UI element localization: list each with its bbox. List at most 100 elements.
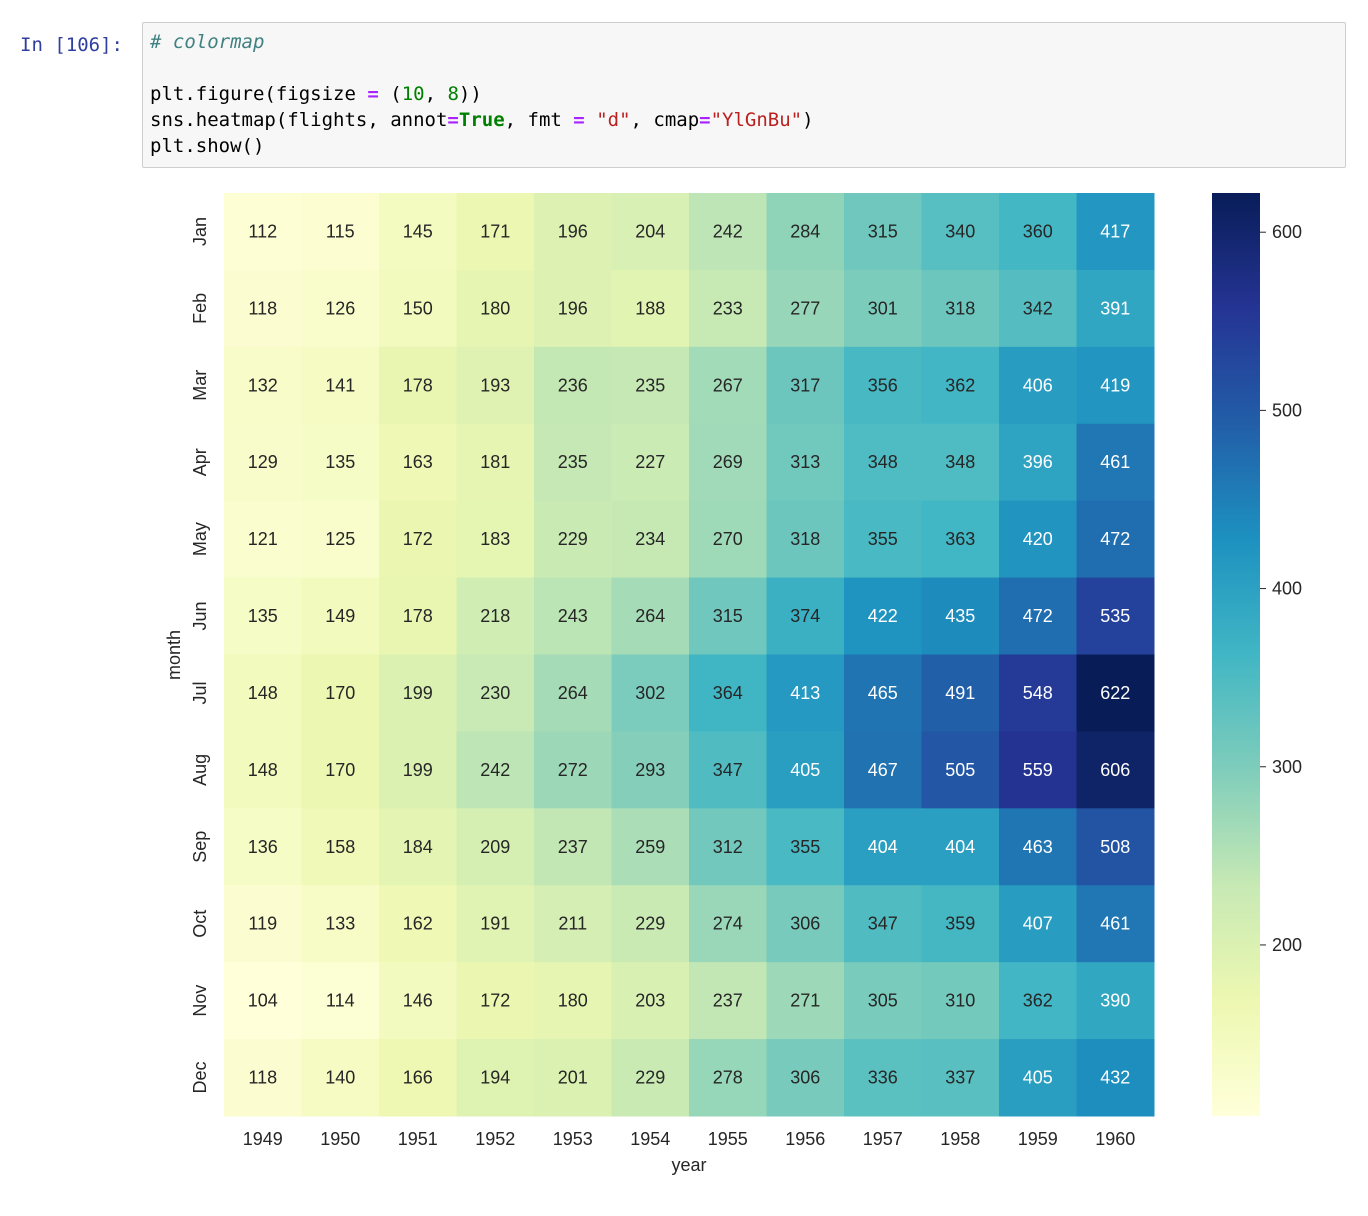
colorbar-tick-label: 200: [1272, 935, 1302, 955]
cell-annotation: 162: [403, 914, 433, 934]
cell-annotation: 505: [945, 760, 975, 780]
cell-annotation: 146: [403, 991, 433, 1011]
cell-annotation: 355: [868, 529, 898, 549]
heatmap-cell: [611, 500, 690, 579]
cell-annotation: 315: [868, 221, 898, 241]
heatmap-cell: [844, 577, 922, 655]
cell-annotation: 336: [868, 1068, 898, 1088]
cell-annotation: 348: [868, 452, 898, 472]
cell-annotation: 315: [713, 606, 743, 626]
cell-annotation: 313: [790, 452, 820, 472]
heatmap-cell: [689, 500, 767, 579]
y-tick-label: Dec: [190, 1062, 210, 1094]
cell-annotation: 180: [480, 298, 510, 318]
heatmap-cell: [611, 346, 690, 425]
code-cell[interactable]: # colormap plt.figure(figsize = (10, 8))…: [142, 22, 1346, 168]
cell-annotation: 264: [635, 606, 665, 626]
cell-annotation: 360: [1023, 221, 1053, 241]
x-tick-label: 1957: [863, 1129, 903, 1149]
cell-annotation: 126: [325, 298, 355, 318]
code-token: ): [802, 109, 814, 131]
x-tick-label: 1951: [398, 1129, 438, 1149]
cell-annotation: 112: [248, 221, 277, 241]
cell-annotation: 242: [713, 221, 743, 241]
cell-annotation: 461: [1100, 914, 1130, 934]
code-token: sns.heatmap(flights, annot: [150, 109, 448, 131]
heatmap-cell: [1076, 885, 1155, 963]
cell-annotation: 264: [558, 683, 588, 703]
heatmap-cell: [456, 193, 535, 271]
heatmap-cell: [456, 808, 535, 886]
colorbar-tick-label: 500: [1272, 400, 1302, 420]
heatmap-cell: [301, 885, 380, 963]
x-tick-label: 1953: [553, 1129, 593, 1149]
cell-annotation: 465: [868, 683, 898, 703]
heatmap-cell: [766, 808, 845, 886]
cell-annotation: 211: [558, 914, 587, 934]
cell-annotation: 422: [868, 606, 898, 626]
cell-annotation: 347: [868, 914, 898, 934]
cell-annotation: 199: [403, 683, 433, 703]
cell-annotation: 181: [480, 452, 510, 472]
cell-annotation: 230: [480, 683, 510, 703]
cell-annotation: 417: [1100, 221, 1130, 241]
cell-annotation: 178: [403, 606, 433, 626]
cell-annotation: 340: [945, 221, 975, 241]
heatmap-cell: [456, 885, 535, 963]
heatmap-cell: [534, 1039, 612, 1117]
cell-annotation: 622: [1100, 683, 1130, 703]
cell-annotation: 170: [325, 760, 355, 780]
heatmap-cell: [766, 1039, 845, 1117]
cell-annotation: 312: [713, 837, 743, 857]
cell-annotation: 121: [248, 529, 278, 549]
cell-annotation: 191: [480, 914, 510, 934]
cell-annotation: 119: [248, 914, 277, 934]
x-axis-label: year: [671, 1155, 706, 1175]
heatmap-cell: [301, 577, 380, 655]
heatmap-cell: [301, 962, 380, 1040]
y-tick-label: Nov: [190, 985, 210, 1017]
cell-annotation: 145: [403, 221, 433, 241]
cell-annotation: 235: [635, 375, 665, 395]
heatmap-cell: [844, 654, 922, 732]
cell-annotation: 391: [1100, 298, 1130, 318]
x-tick-labels: 1949 1950 1951 1952 1953 1954 1955 1956 1957 1958…: [243, 1129, 1136, 1149]
heatmap-cell: [224, 654, 302, 732]
heatmap-cell: [456, 577, 535, 655]
heatmap-cell: [999, 885, 1077, 963]
cell-annotation: 132: [248, 375, 278, 395]
code-token: , cmap: [630, 109, 700, 131]
heatmap-cell: [534, 577, 612, 655]
y-tick-label: May: [190, 522, 210, 556]
heatmap-cell: [921, 654, 1000, 732]
heatmap-cell: [224, 500, 302, 579]
heatmap-cell: [456, 962, 535, 1040]
cell-annotation: 243: [558, 606, 588, 626]
cell-annotation: 135: [248, 606, 278, 626]
heatmap-cell: [301, 500, 380, 579]
cell-annotation: 242: [480, 760, 510, 780]
cell-annotation: 390: [1100, 991, 1130, 1011]
cell-annotation: 271: [790, 991, 820, 1011]
heatmap-cell: [534, 193, 612, 271]
cell-annotation: 136: [248, 837, 278, 857]
y-axis-label: month: [164, 630, 184, 680]
cell-annotation: 278: [713, 1068, 743, 1088]
heatmap-cell: [224, 346, 302, 425]
cell-annotation: 180: [558, 991, 588, 1011]
code-keyword: True: [458, 109, 505, 131]
x-tick-label: 1955: [708, 1129, 748, 1149]
heatmap-cell: [999, 731, 1077, 809]
heatmap-cell: [766, 654, 845, 732]
cell-annotation: 405: [1023, 1068, 1053, 1088]
x-tick-label: 1950: [320, 1129, 360, 1149]
cell-annotation: 318: [945, 298, 975, 318]
heatmap-cell: [999, 654, 1077, 732]
heatmap-cell: [689, 577, 767, 655]
heatmap-cell: [534, 654, 612, 732]
cell-annotation: 237: [558, 837, 588, 857]
cell-annotation: 362: [945, 375, 975, 395]
x-tick-label: 1959: [1018, 1129, 1058, 1149]
heatmap-cell: [921, 1039, 1000, 1117]
heatmap-cell: [224, 1039, 302, 1117]
